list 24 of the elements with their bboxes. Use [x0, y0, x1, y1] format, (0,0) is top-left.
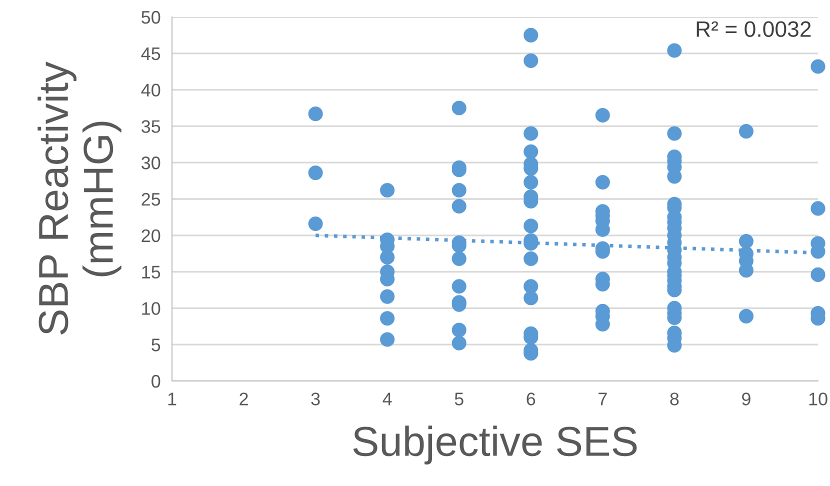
x-tick-label: 2	[240, 392, 248, 406]
y-tick-label: 35	[141, 120, 160, 133]
x-tick-label: 3	[311, 392, 320, 406]
y-tick-label: 50	[142, 10, 160, 24]
annotation: R² = 0.0032	[696, 21, 811, 37]
y-tick-label: 40	[141, 84, 160, 97]
x-tick-label: 10	[809, 392, 828, 406]
x-tick-label: 5	[454, 392, 464, 406]
x-tick-label: 7	[598, 392, 607, 406]
y-tick-label: 30	[141, 156, 160, 170]
x-tick-label: 9	[742, 392, 750, 406]
y-axis-title: SBP Reactivity (mmHG)	[38, 62, 122, 335]
y-tick-label: 0	[152, 374, 160, 388]
y-tick-label: 5	[152, 338, 160, 352]
y-tick-label: 15	[142, 266, 160, 279]
x-tick-label: 6	[526, 392, 536, 406]
x-axis-title: Subjective SES	[353, 426, 637, 464]
x-tick-label: 4	[382, 392, 392, 406]
y-tick-label: 25	[142, 192, 160, 206]
x-tick-label: 8	[670, 392, 679, 406]
y-tick-label: 20	[142, 229, 160, 242]
y-tick-label: 45	[141, 48, 160, 60]
y-tick-label: 10	[142, 302, 160, 315]
x-tick-label: 1	[168, 392, 176, 406]
